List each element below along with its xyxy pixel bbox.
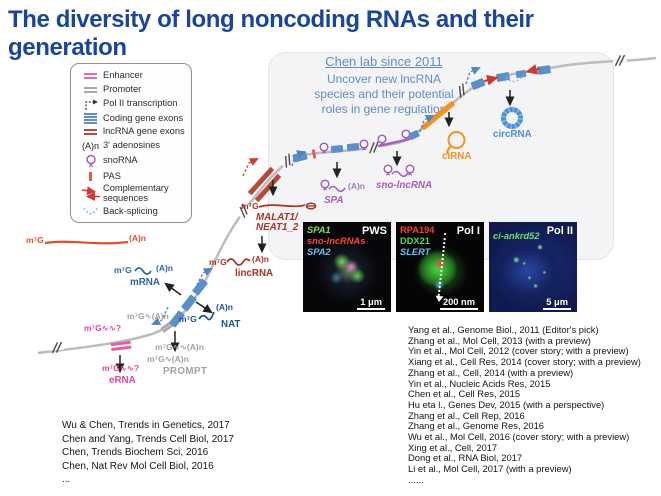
nat-cap: m⁷G <box>179 314 197 324</box>
reference: Wu & Chen, Trends in Genetics, 2017 <box>62 420 230 431</box>
reference: Zhang et al., Cell Rep, 2016 <box>408 409 525 421</box>
red-transcript-tail: (A)n <box>129 233 146 243</box>
reference: Zhang et al., Genome Res, 2016 <box>408 420 545 432</box>
reference: ... <box>62 474 71 485</box>
legend-box: Enhancer Promoter Pol II transcription C… <box>70 63 192 223</box>
reference: Chen, Nat Rev Mol Cell Biol, 2016 <box>62 460 214 472</box>
micrograph-title: Pol II <box>546 225 573 237</box>
reference-list-left: Wu & Chen, Trends in Genetics, 2017 Chen… <box>62 419 234 487</box>
chen-lab-heading: Chen lab since 2011 <box>325 54 443 69</box>
red-transcript-cap: m⁷G <box>26 235 44 245</box>
fluorescence-labels: SPA1 sno-lncRNAs SPA2 <box>307 225 366 257</box>
complementary-icon <box>78 186 103 202</box>
scale-bar: 5 μm <box>543 297 571 310</box>
reference: Dong et al., RNA Biol, 2017 <box>408 452 523 464</box>
scale-bar: 1 μm <box>357 297 385 310</box>
legend-item-pas: PAS <box>78 170 185 182</box>
lncrna-exons-icon <box>78 128 103 136</box>
adenosines-icon: (A)n <box>81 140 99 151</box>
legend-item-snorna: snoRNA <box>78 154 185 169</box>
coding-exons-icon <box>78 113 103 124</box>
reference: Zhang et al., Mol Cell, 2013 (with a pre… <box>408 334 591 346</box>
circrna-label: circRNA <box>493 129 532 140</box>
legend-item-adenosines: (A)n 3' adenosines <box>78 140 185 152</box>
pas-icon <box>78 171 103 181</box>
reference: Xing et al., Cell, 2017 <box>408 441 498 453</box>
nat-label: NAT <box>221 319 241 330</box>
dotted-arrow <box>437 233 447 296</box>
page-title: The diversity of long noncoding RNAs and… <box>8 6 534 61</box>
mrna-cap: m⁷G <box>114 265 132 275</box>
enhancer-box <box>110 340 132 351</box>
chen-lab-callout: Chen lab since 2011 Uncover new lncRNA s… <box>296 54 472 117</box>
prompt-sense-transcript: m⁷G∿(A)n <box>127 311 169 321</box>
lincrna-tail: (A)n <box>252 254 269 264</box>
reference: Wu et al., Mol Cell, 2016 (cover story; … <box>408 431 630 443</box>
fluorescence-labels: ci-ankrd52 <box>493 231 540 241</box>
malat1-label-1: MALAT1/ <box>256 212 298 223</box>
reference: Yin et al., Mol Cell, 2012 (cover story;… <box>408 345 629 357</box>
legend-item-complementary: Complementary sequences <box>78 183 185 203</box>
reference: Yin et al., Nucleic Acids Res, 2015 <box>408 377 551 389</box>
legend-item-back-splicing: Back-splicing <box>78 205 185 218</box>
chen-lab-line: species and their potential <box>314 87 454 101</box>
lincrna-cap: m⁷G <box>209 257 227 267</box>
reference: Zhang et al., Cell, 2014 (with a preview… <box>408 366 574 378</box>
reference-list-right: Yang et al., Genome Biol., 2011 (Editor'… <box>408 324 641 486</box>
legend-item-lncrna-exons: lncRNA gene exons <box>78 126 185 138</box>
spa-label: SPA <box>324 195 344 206</box>
prompt-transcript-1: m⁷G∿∿(A)n <box>155 342 204 352</box>
promoter-box <box>160 321 174 333</box>
erna-label: eRNA <box>109 375 136 386</box>
prompt-label: PROMPT <box>163 366 208 377</box>
nat-tail: (A)n <box>216 302 233 312</box>
sno-lncrna-label: sno-lncRNA <box>376 180 433 191</box>
reference: Hu eta l., Genes Dev, 2015 (with a persp… <box>408 398 605 410</box>
pol2-transcription-icon <box>78 98 103 111</box>
micrograph-pol1: RPA194 DDX21 SLERT Pol I 200 nm <box>396 222 484 312</box>
micrograph-pol2: ci-ankrd52 Pol II 5 μm <box>489 222 577 312</box>
cirna-label: ciRNA <box>442 151 472 162</box>
reference: Xiang et al., Cell Res, 2014 (cover stor… <box>408 356 641 368</box>
reference: Li et al., Mol Cell, 2017 (with a previe… <box>408 463 572 475</box>
prompt-transcript-2: m⁷G∿(A)n <box>147 354 189 364</box>
micrograph-title: PWS <box>361 225 387 237</box>
reference: Chen, Trends Biochem Sci, 2016 <box>62 447 209 458</box>
promoter-icon <box>78 86 103 93</box>
mrna-tail: (A)n <box>156 263 173 273</box>
malat1-label-2: NEAT1_2 <box>256 222 299 233</box>
back-splicing-icon <box>78 205 103 218</box>
micrograph-pws: SPA1 sno-lncRNAs SPA2 PWS 1 μm <box>303 222 391 312</box>
legend-item-pol2: Pol II transcription <box>78 98 185 111</box>
erna-sense-transcript: m⁷G∿∿? <box>84 323 122 333</box>
snorna-icon <box>78 154 103 169</box>
chen-lab-line: roles in gene regulation <box>321 102 447 116</box>
enhancer-icon <box>78 72 103 80</box>
reference: Chen et al., Cell Res, 2015 <box>408 388 521 400</box>
lincrna-label: lincRNA <box>235 268 274 279</box>
reference: Yang et al., Genome Biol., 2011 (Editor'… <box>408 324 599 335</box>
erna-transcript: m⁷G∿∿? <box>102 363 140 373</box>
reference: Chen and Yang, Trends Cell Biol, 2017 <box>62 433 234 445</box>
mrna-label: mRNA <box>130 277 160 288</box>
spa-tail: (A)n <box>348 181 365 191</box>
malat1-cap: m⁷G <box>241 201 259 211</box>
legend-item-enhancer: Enhancer <box>78 70 185 82</box>
micrograph-title: Pol I <box>456 225 480 237</box>
reference: ...... <box>408 473 424 485</box>
legend-item-promoter: Promoter <box>78 84 185 96</box>
chen-lab-line: Uncover new lncRNA <box>326 72 442 86</box>
scale-bar: 200 nm <box>439 297 478 310</box>
fluorescence-labels: RPA194 DDX21 SLERT <box>400 225 435 257</box>
legend-item-coding-exons: Coding gene exons <box>78 112 185 124</box>
